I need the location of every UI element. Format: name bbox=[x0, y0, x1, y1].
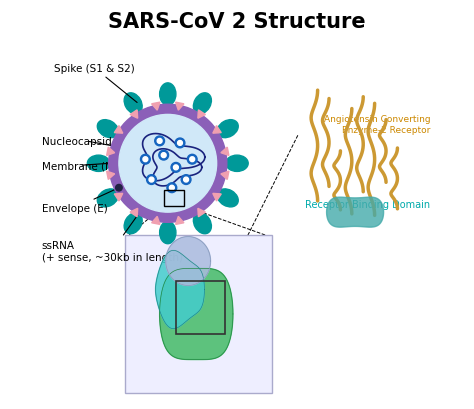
Circle shape bbox=[187, 155, 197, 165]
Bar bbox=[176, 282, 225, 335]
Circle shape bbox=[175, 139, 185, 148]
FancyBboxPatch shape bbox=[125, 235, 272, 393]
Text: ssRNA
(+ sense, ~30kb in length): ssRNA (+ sense, ~30kb in length) bbox=[42, 199, 182, 262]
Circle shape bbox=[119, 115, 217, 213]
Ellipse shape bbox=[160, 222, 176, 244]
Circle shape bbox=[190, 157, 195, 162]
Text: Spike (S1 & S2): Spike (S1 & S2) bbox=[54, 63, 137, 103]
Ellipse shape bbox=[124, 94, 142, 115]
Text: Angiotensin Converting
Enzyme-2 Receptor: Angiotensin Converting Enzyme-2 Receptor bbox=[324, 115, 430, 135]
Circle shape bbox=[181, 175, 191, 185]
Circle shape bbox=[109, 105, 227, 223]
Polygon shape bbox=[166, 237, 210, 286]
Circle shape bbox=[167, 183, 177, 193]
Circle shape bbox=[173, 166, 178, 171]
Circle shape bbox=[143, 157, 148, 162]
Text: Receptor Binding Domain: Receptor Binding Domain bbox=[305, 200, 430, 209]
Polygon shape bbox=[327, 198, 383, 227]
Ellipse shape bbox=[87, 156, 110, 172]
Circle shape bbox=[171, 163, 181, 173]
Ellipse shape bbox=[193, 94, 211, 115]
Ellipse shape bbox=[97, 189, 118, 207]
Circle shape bbox=[116, 185, 122, 191]
Circle shape bbox=[183, 178, 189, 182]
Polygon shape bbox=[160, 269, 233, 360]
Circle shape bbox=[140, 155, 150, 165]
Circle shape bbox=[169, 186, 174, 191]
Text: Envelope (E): Envelope (E) bbox=[42, 189, 117, 213]
Circle shape bbox=[178, 141, 182, 146]
Ellipse shape bbox=[97, 120, 118, 138]
Text: SARS-CoV 2 Structure: SARS-CoV 2 Structure bbox=[108, 11, 366, 31]
Circle shape bbox=[149, 178, 154, 182]
Text: Nucleocapsid (N): Nucleocapsid (N) bbox=[42, 137, 130, 147]
Bar bbox=[164, 190, 184, 207]
Circle shape bbox=[157, 139, 162, 144]
Circle shape bbox=[161, 153, 166, 158]
Circle shape bbox=[146, 175, 156, 185]
Ellipse shape bbox=[124, 213, 142, 234]
Ellipse shape bbox=[217, 120, 238, 138]
Ellipse shape bbox=[193, 213, 211, 234]
Polygon shape bbox=[155, 251, 204, 329]
Circle shape bbox=[159, 151, 169, 161]
Text: Membrane (M): Membrane (M) bbox=[42, 161, 118, 171]
Ellipse shape bbox=[217, 189, 238, 207]
Ellipse shape bbox=[160, 84, 176, 106]
Ellipse shape bbox=[226, 156, 248, 172]
Circle shape bbox=[155, 137, 164, 146]
